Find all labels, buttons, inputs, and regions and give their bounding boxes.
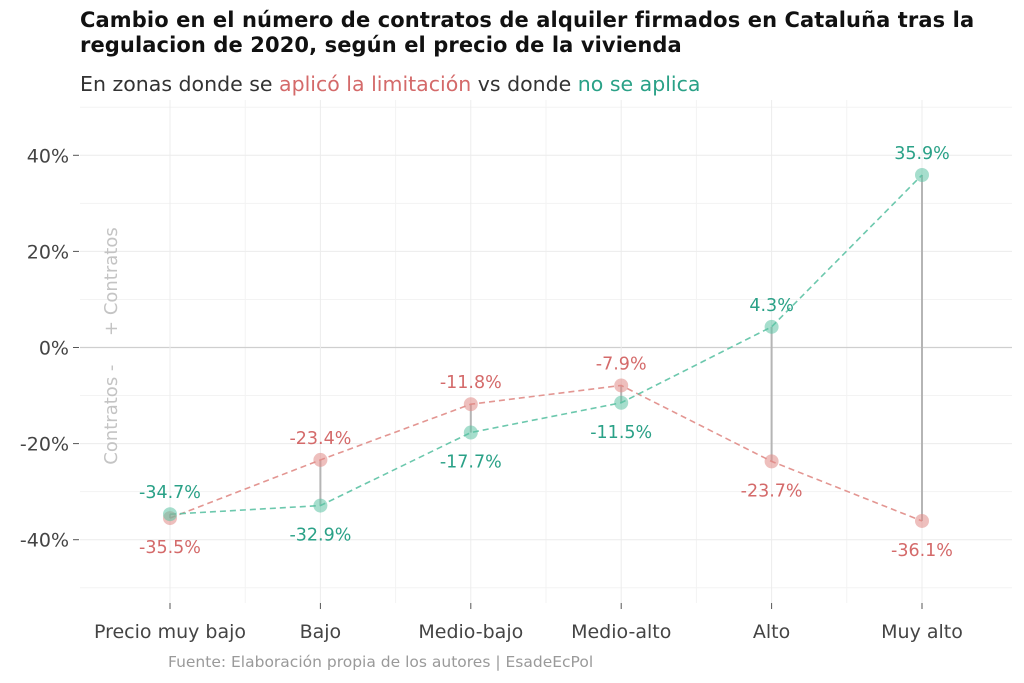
- y-tick-label: -40%: [20, 530, 69, 552]
- point-limited: [313, 452, 328, 467]
- subtitle-middle: vs donde: [471, 72, 578, 96]
- series-line-limited: [169, 384, 923, 522]
- subtitle-highlight-unlimited: no se aplica: [577, 72, 701, 96]
- data-label-unlimited: 4.3%: [749, 296, 793, 316]
- point-unlimited: [915, 168, 929, 183]
- x-tick-label: Bajo: [300, 621, 342, 643]
- x-tick-label: Muy alto: [881, 621, 963, 643]
- x-tick-label: Alto: [753, 621, 790, 643]
- data-label-unlimited: -34.7%: [139, 483, 201, 503]
- point-limited: [614, 378, 629, 393]
- series-line-unlimited: [169, 174, 923, 516]
- y-axis-label: Contratos - + Contratos: [101, 227, 122, 464]
- point-unlimited: [163, 507, 177, 522]
- data-label-limited: -23.7%: [741, 481, 803, 501]
- data-label-unlimited: -11.5%: [590, 423, 652, 443]
- point-limited: [915, 513, 929, 528]
- data-label-unlimited: 35.9%: [894, 144, 950, 164]
- subtitle-highlight-limited: aplicó la limitación: [279, 72, 472, 96]
- data-label-unlimited: -32.9%: [289, 526, 351, 546]
- chart-caption: Fuente: Elaboración propia de los autore…: [168, 653, 594, 671]
- data-label-limited: -23.4%: [289, 429, 351, 449]
- point-unlimited: [313, 498, 328, 513]
- data-label-limited: -11.8%: [440, 373, 502, 393]
- point-unlimited: [463, 425, 478, 440]
- subtitle-prefix: En zonas donde se: [80, 72, 280, 96]
- y-tick-label: 40%: [27, 145, 69, 167]
- data-label-limited: -36.1%: [891, 541, 953, 561]
- point-unlimited: [764, 319, 779, 334]
- point-limited: [463, 397, 478, 412]
- data-label-limited: -35.5%: [139, 538, 201, 558]
- data-label-unlimited: -17.7%: [440, 453, 502, 473]
- point-limited: [764, 454, 779, 469]
- x-tick-label: Precio muy bajo: [94, 621, 246, 643]
- data-label-limited: -7.9%: [596, 354, 647, 374]
- point-unlimited: [614, 395, 629, 410]
- y-tick-label: 0%: [39, 338, 69, 360]
- y-tick-label: -20%: [20, 434, 69, 456]
- x-tick-label: Medio-bajo: [418, 621, 523, 643]
- x-tick-label: Medio-alto: [571, 621, 671, 643]
- chart-subtitle: En zonas donde se aplicó la limitación v…: [80, 72, 700, 96]
- y-tick-label: 20%: [27, 241, 69, 263]
- chart-title: Cambio en el número de contratos de alqu…: [80, 8, 975, 57]
